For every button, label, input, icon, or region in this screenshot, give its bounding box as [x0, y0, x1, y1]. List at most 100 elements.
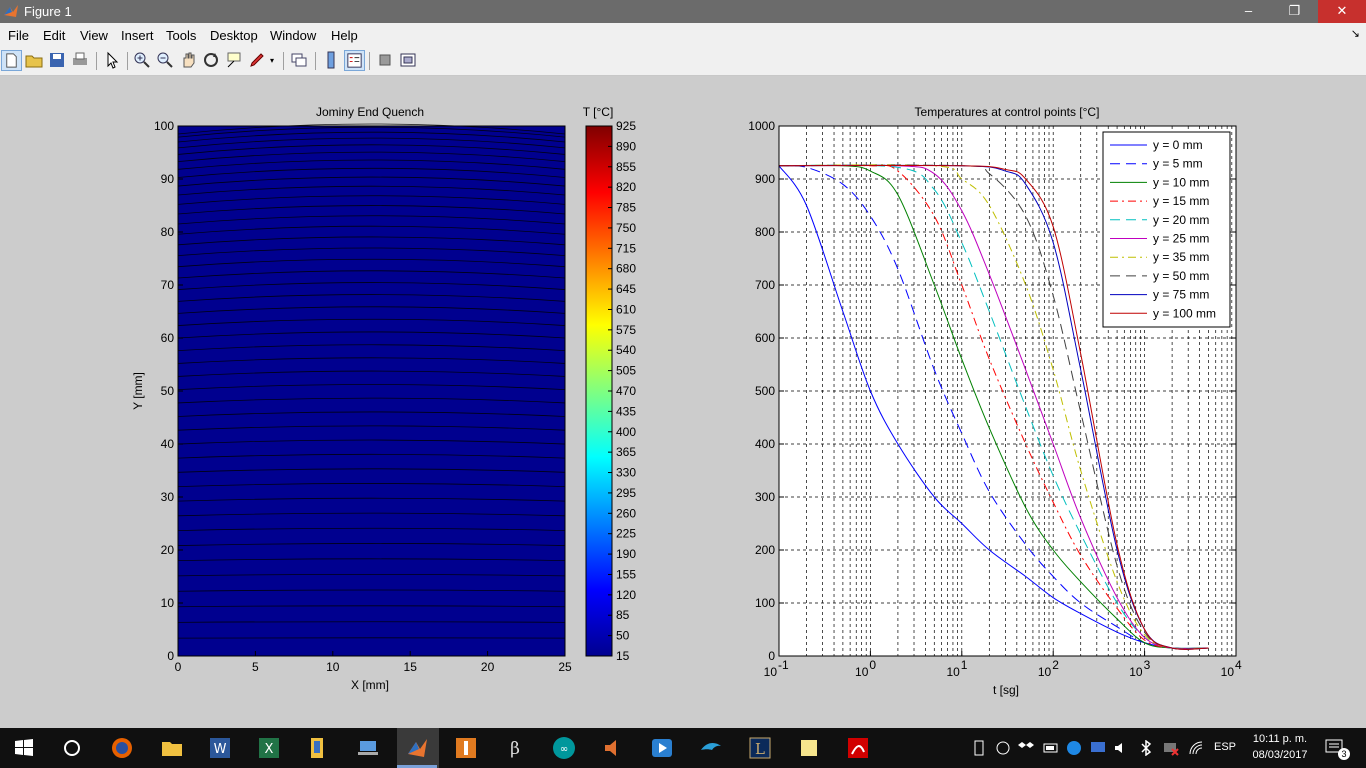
colorbar-tick-label: 155 [616, 567, 636, 581]
speaker-app-icon[interactable] [601, 736, 625, 760]
pan-icon[interactable] [178, 50, 198, 70]
contour-line [177, 318, 566, 326]
clock-time[interactable]: 10:11 p. m. [1252, 733, 1308, 745]
sticky-notes-icon[interactable] [797, 736, 821, 760]
dolphin-icon[interactable] [699, 736, 723, 760]
colorbar-tick-label: 925 [616, 119, 636, 133]
menu-window[interactable]: Window [270, 28, 317, 43]
series-line [779, 164, 1209, 649]
restore-button[interactable]: ❐ [1288, 3, 1301, 18]
open-file-icon[interactable] [24, 50, 44, 70]
y-tick-label: 50 [161, 384, 175, 398]
window-title: Figure 1 [24, 4, 72, 19]
windows-start-icon[interactable] [12, 736, 36, 760]
folder-icon[interactable] [306, 736, 330, 760]
colorbar-tick-label: 330 [616, 466, 636, 480]
cortana-icon[interactable] [60, 736, 84, 760]
acrobat-icon[interactable] [846, 736, 870, 760]
y-tick-label: 70 [161, 278, 175, 292]
matlab-icon[interactable] [406, 736, 430, 760]
menu-help[interactable]: Help [331, 28, 358, 43]
contour-line [177, 123, 566, 135]
legend[interactable]: y = 0 mm y = 5 mm y = 10 mm y = 15 mm y = 20… [1102, 131, 1231, 328]
legend-label: y = 5 mm [1153, 157, 1203, 171]
insert-legend-icon[interactable] [344, 50, 365, 71]
colorbar[interactable] [585, 125, 613, 657]
language-indicator[interactable]: ESP [1214, 741, 1237, 753]
laptop-icon[interactable] [356, 736, 380, 760]
colorbar-ticks: 925 890 855 820 785 750 715 680 645 610 575 540 505 4… [608, 119, 636, 663]
rotate-3d-icon[interactable] [201, 50, 221, 70]
contour-line [177, 370, 566, 377]
menu-file[interactable]: File [8, 28, 29, 43]
toolbar-separator [369, 52, 370, 70]
heatmap-axes: 0 5 10 15 20 25 0 10 20 30 40 50 60 70 80 90 100 [154, 119, 572, 674]
zoom-in-icon[interactable] [132, 50, 152, 70]
y-tick-label: 100 [154, 119, 174, 133]
brush-dropdown-icon[interactable]: ▾ [270, 56, 275, 65]
menu-insert[interactable]: Insert [121, 28, 154, 43]
notifications-icon[interactable] [1325, 739, 1345, 757]
display-icon[interactable] [1090, 740, 1106, 756]
print-figure-icon[interactable] [70, 50, 90, 70]
heatmap-plot-area[interactable] [178, 126, 565, 656]
contour-line [177, 185, 566, 196]
y-tick-label: 700 [755, 278, 775, 292]
word-icon[interactable]: W [208, 736, 232, 760]
league-icon[interactable]: L [748, 736, 772, 760]
contour-line [177, 543, 566, 546]
lineplot-axes: 10 -1 10 0 10 1 10 2 10 3 10 4010020030040050060070… [748, 119, 1242, 679]
arduino-icon[interactable]: ∞ [552, 736, 576, 760]
link-plot-icon[interactable] [289, 50, 309, 70]
firefox-icon[interactable] [110, 736, 134, 760]
media-player-icon[interactable] [650, 736, 674, 760]
menu-view[interactable]: View [80, 28, 108, 43]
figure-toolbar: ▾ [0, 47, 1366, 76]
edit-plot-icon[interactable] [102, 50, 122, 70]
brush-icon[interactable] [247, 50, 267, 70]
contour-line [177, 294, 566, 302]
insert-colorbar-icon[interactable] [321, 50, 341, 70]
contour-line [177, 621, 566, 623]
usb-tray-icon[interactable] [972, 740, 986, 756]
menu-edit[interactable]: Edit [43, 28, 66, 43]
taskbar: W X β ∞ L ESP 10:11 p. m. 08/03/2017 3 [0, 728, 1366, 768]
contour-line [177, 306, 566, 314]
file-explorer-icon[interactable] [160, 736, 184, 760]
x-tick-label: 0 [175, 660, 182, 674]
x-tick-label: 10 [855, 665, 869, 679]
volume-icon[interactable] [1113, 740, 1129, 756]
y-tick-label: 1000 [748, 119, 775, 133]
show-plot-tools-icon[interactable] [398, 50, 418, 70]
data-cursor-icon[interactable] [224, 50, 244, 70]
contour-line [177, 497, 566, 502]
menu-tools[interactable]: Tools [166, 28, 197, 43]
new-figure-icon[interactable] [1, 50, 22, 71]
colorbar-tick-label: 855 [616, 160, 636, 174]
bluetooth-icon[interactable] [1139, 740, 1153, 756]
save-figure-icon[interactable] [47, 50, 67, 70]
colorbar-tick-label: 715 [616, 241, 636, 255]
x-tick-exponent: 1 [961, 658, 968, 672]
x-tick-label: 10 [946, 665, 960, 679]
minimize-button[interactable]: – [1244, 3, 1253, 18]
beta-app-icon[interactable]: β [503, 736, 527, 760]
wifi-icon[interactable] [1188, 740, 1204, 756]
title-bar[interactable]: Figure 1 – ❐ ✕ [0, 0, 1366, 23]
toolbar-separator [96, 52, 97, 70]
menu-desktop[interactable]: Desktop [210, 28, 258, 43]
contour-line [177, 425, 566, 431]
zoom-out-icon[interactable] [155, 50, 175, 70]
tray-app-icon[interactable] [995, 740, 1011, 756]
close-button[interactable]: ✕ [1318, 0, 1366, 23]
clock-date[interactable]: 08/03/2017 [1252, 749, 1308, 761]
security-icon[interactable] [1066, 740, 1082, 756]
app-orange-icon[interactable] [454, 736, 478, 760]
battery-icon[interactable] [1043, 740, 1059, 756]
network-error-icon[interactable] [1163, 740, 1179, 756]
dock-arrow-icon[interactable]: ↘ [1350, 28, 1360, 40]
excel-icon[interactable]: X [257, 736, 281, 760]
colorbar-tick-label: 470 [616, 384, 636, 398]
dropbox-icon[interactable] [1018, 740, 1034, 756]
hide-plot-tools-icon[interactable] [375, 50, 395, 70]
